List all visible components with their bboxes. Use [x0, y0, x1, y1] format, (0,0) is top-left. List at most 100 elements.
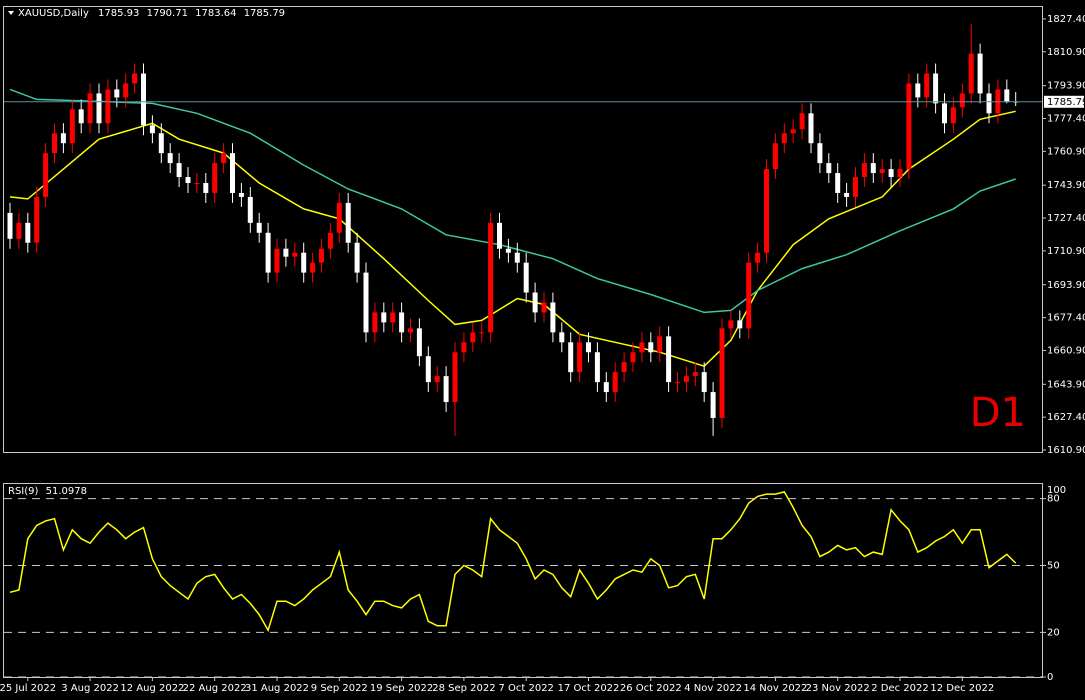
close-value: 1785.79: [244, 8, 285, 19]
candle-body: [746, 262, 752, 329]
x-tick-label: 14 Nov 2022: [743, 683, 807, 694]
candle-body: [434, 376, 440, 383]
rsi-name: RSI(9): [8, 486, 39, 497]
low-value: 1783.64: [195, 8, 236, 19]
y-tick-label: 1627.40: [1047, 412, 1085, 423]
x-tick-label: 23 Nov 2022: [806, 683, 870, 694]
candle-body: [96, 93, 102, 124]
last-price-box: [1044, 95, 1084, 108]
candle-body: [950, 107, 956, 124]
y-tick-label: 1677.40: [1047, 313, 1085, 324]
y-tick-label: 1693.90: [1047, 280, 1085, 291]
candle-body: [265, 232, 271, 273]
candle-body: [968, 53, 974, 94]
candle-body: [292, 252, 298, 257]
candle-body: [719, 328, 725, 418]
candle-body: [336, 202, 342, 233]
candle-body: [728, 320, 734, 329]
candle-body: [7, 212, 13, 239]
candle-body: [363, 272, 369, 333]
candle-body: [683, 376, 689, 383]
candle-body: [16, 222, 22, 239]
candle-body: [844, 192, 850, 197]
candle-body: [25, 222, 31, 243]
candle-body: [586, 342, 591, 353]
candle-body: [185, 177, 191, 184]
candle-body: [906, 83, 912, 170]
candle-body: [114, 89, 120, 98]
candle-body: [141, 73, 146, 126]
y-tick-label: 0: [1047, 672, 1053, 683]
candle-body: [158, 133, 164, 154]
candle-body: [861, 163, 867, 178]
candle-body: [425, 356, 431, 383]
candle-body: [221, 153, 227, 164]
candle-body: [60, 133, 66, 144]
y-tick-label: 1743.90: [1047, 180, 1085, 191]
candle-body: [505, 248, 511, 253]
candle-body: [933, 73, 939, 104]
candle-body: [772, 143, 778, 170]
y-tick-label: 1710.90: [1047, 246, 1085, 257]
candle-body: [230, 153, 235, 193]
candle-body: [372, 312, 378, 333]
candle-body: [123, 83, 129, 98]
candle-body: [69, 109, 75, 144]
candle-body: [666, 336, 672, 383]
candle-body: [835, 173, 841, 193]
candle-body: [879, 169, 885, 174]
candle-body: [34, 196, 40, 243]
candle-body: [497, 222, 502, 249]
candle-body: [942, 103, 947, 124]
candle-body: [959, 93, 965, 108]
candle-body: [408, 328, 413, 333]
candle-body: [488, 222, 494, 333]
symbol: XAUUSD,Daily: [18, 8, 89, 19]
candle-body: [1004, 89, 1010, 102]
x-tick-label: 12 Dec 2022: [930, 683, 994, 694]
candle-body: [532, 292, 538, 313]
candle-body: [43, 153, 49, 197]
x-tick-label: 19 Sep 2022: [370, 683, 433, 694]
x-tick-label: 7 Oct 2022: [498, 683, 553, 694]
candle-body: [479, 332, 485, 334]
x-tick-label: 9 Sep 2022: [311, 683, 368, 694]
collapse-icon: [8, 11, 14, 15]
candle-body: [310, 262, 316, 273]
candle-body: [345, 202, 351, 243]
candle-body: [924, 73, 930, 98]
candle-body: [176, 163, 182, 178]
candle-body: [817, 143, 823, 164]
candle-body: [212, 163, 218, 193]
candle-body: [870, 163, 876, 174]
candle-body: [808, 113, 814, 144]
candle-body: [621, 362, 627, 373]
candle-body: [541, 302, 547, 313]
candle-body: [399, 312, 405, 333]
candle-body: [701, 372, 707, 393]
candle-body: [203, 183, 209, 193]
y-tick-label: 1643.90: [1047, 379, 1085, 390]
candle-body: [977, 53, 983, 94]
candle-body: [452, 352, 458, 403]
open-value: 1785.93: [98, 8, 139, 19]
candle-body: [149, 125, 155, 134]
y-tick-label: 1777.40: [1047, 113, 1085, 124]
last-price-label: 1785.79: [1047, 97, 1085, 108]
x-tick-label: 22 Aug 2022: [183, 683, 247, 694]
x-tick-label: 28 Sep 2022: [432, 683, 495, 694]
candle-body: [470, 332, 476, 343]
candle-body: [327, 232, 333, 249]
candle-body: [710, 392, 716, 418]
x-tick-label: 31 Aug 2022: [245, 683, 309, 694]
x-tick-label: 4 Nov 2022: [684, 683, 742, 694]
candle-body: [390, 312, 396, 323]
y-tick-label: 1827.40: [1047, 14, 1085, 25]
candle-body: [550, 302, 556, 333]
candle-body: [603, 382, 609, 393]
y-tick-label: 1610.90: [1047, 445, 1085, 456]
candle-body: [790, 129, 796, 134]
candle-body: [78, 109, 84, 124]
